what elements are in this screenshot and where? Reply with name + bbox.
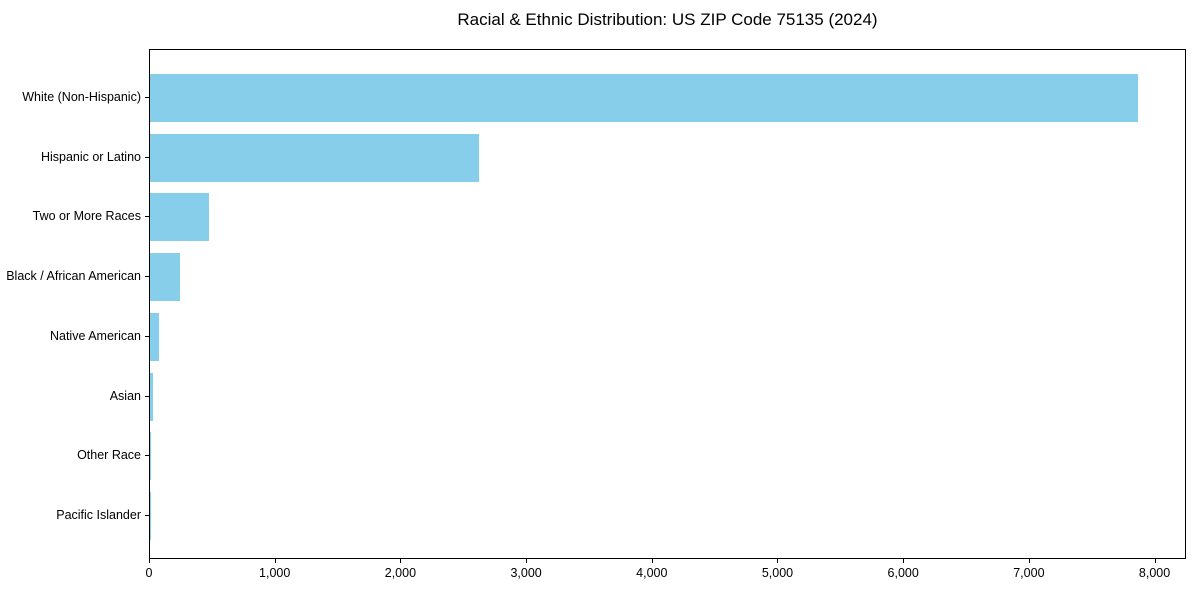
x-tick-mark [777, 559, 779, 563]
x-tick-label: 7,000 [1013, 566, 1045, 580]
x-tick-label: 0 [145, 566, 153, 580]
x-tick-mark [526, 559, 528, 563]
y-tick-label: Pacific Islander [56, 507, 141, 522]
y-tick-mark [145, 395, 149, 397]
y-tick-mark [145, 514, 149, 516]
y-tick-label: Other Race [77, 448, 141, 463]
x-tick-label: 8,000 [1138, 566, 1171, 580]
bar [150, 193, 210, 242]
bar [150, 74, 1138, 122]
bar [150, 432, 151, 481]
y-tick-label: Two or More Races [32, 209, 141, 224]
bar [150, 133, 479, 182]
x-tick-mark [149, 559, 150, 563]
x-tick-mark [1028, 559, 1030, 563]
x-tick-mark [274, 559, 276, 563]
x-tick-label: 1,000 [259, 566, 291, 580]
y-tick-label: Native American [49, 328, 141, 343]
y-tick-mark [145, 156, 149, 158]
x-tick-mark [400, 559, 402, 563]
x-tick-mark [651, 559, 653, 563]
bar [150, 253, 181, 302]
x-tick-label: 2,000 [384, 566, 417, 580]
y-tick-mark [145, 455, 149, 457]
y-tick-mark [145, 216, 149, 218]
bar [150, 372, 154, 421]
x-tick-label: 6,000 [887, 566, 919, 580]
x-tick-mark [1154, 559, 1156, 563]
x-tick-label: 3,000 [510, 566, 542, 580]
y-tick-label: White (Non-Hispanic) [22, 90, 141, 104]
chart-title: Racial & Ethnic Distribution: US ZIP Cod… [457, 10, 878, 29]
y-tick-mark [145, 97, 149, 98]
y-tick-label: Asian [109, 388, 141, 403]
y-tick-mark [145, 276, 149, 278]
plot-area [149, 49, 1186, 559]
y-tick-label: Hispanic or Latino [40, 149, 141, 164]
x-tick-label: 4,000 [636, 566, 668, 580]
x-tick-label: 5,000 [761, 566, 794, 580]
bar [150, 312, 159, 361]
y-tick-mark [145, 335, 149, 337]
x-tick-mark [903, 559, 905, 563]
y-tick-label: Black / African American [6, 269, 141, 284]
